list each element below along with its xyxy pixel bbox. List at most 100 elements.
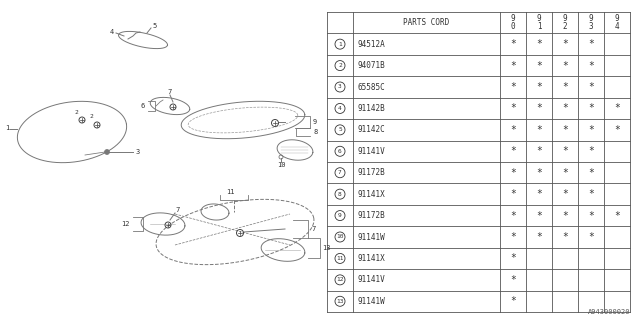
Text: 2: 2 xyxy=(74,109,78,115)
Text: 91141V: 91141V xyxy=(357,147,385,156)
Text: 13: 13 xyxy=(322,245,330,251)
Text: *: * xyxy=(588,60,594,71)
Text: 91172B: 91172B xyxy=(357,211,385,220)
Text: 65585C: 65585C xyxy=(357,83,385,92)
Text: 11: 11 xyxy=(226,189,234,195)
Text: *: * xyxy=(562,60,568,71)
Text: *: * xyxy=(562,103,568,113)
Text: 7: 7 xyxy=(311,226,316,232)
Text: 9: 9 xyxy=(313,119,317,125)
Text: 6: 6 xyxy=(141,103,145,109)
Text: *: * xyxy=(588,146,594,156)
Text: 12: 12 xyxy=(336,277,344,282)
Text: *: * xyxy=(510,60,516,71)
Text: *: * xyxy=(536,189,542,199)
Text: *: * xyxy=(510,296,516,306)
Text: 5: 5 xyxy=(153,23,157,29)
Text: *: * xyxy=(510,275,516,285)
Text: *: * xyxy=(536,168,542,178)
Text: 3: 3 xyxy=(589,22,593,31)
Text: *: * xyxy=(562,125,568,135)
Text: *: * xyxy=(562,211,568,220)
Text: 9: 9 xyxy=(589,14,593,23)
Text: 10: 10 xyxy=(336,235,344,239)
Text: *: * xyxy=(562,39,568,49)
Text: 91142C: 91142C xyxy=(357,125,385,134)
Text: 9: 9 xyxy=(511,14,515,23)
Text: 1: 1 xyxy=(5,125,9,131)
Text: *: * xyxy=(588,82,594,92)
Text: *: * xyxy=(510,232,516,242)
Text: *: * xyxy=(536,82,542,92)
Text: 0: 0 xyxy=(511,22,515,31)
Text: PARTS CORD: PARTS CORD xyxy=(403,18,450,27)
Text: 91141X: 91141X xyxy=(357,254,385,263)
Text: *: * xyxy=(510,211,516,220)
Text: 91172B: 91172B xyxy=(357,168,385,177)
Text: 1: 1 xyxy=(537,22,541,31)
Text: *: * xyxy=(562,146,568,156)
Text: *: * xyxy=(536,232,542,242)
Text: 9: 9 xyxy=(537,14,541,23)
Text: 91141W: 91141W xyxy=(357,297,385,306)
Text: *: * xyxy=(536,60,542,71)
Text: 11: 11 xyxy=(336,256,344,261)
Text: 13: 13 xyxy=(336,299,344,304)
Text: *: * xyxy=(510,103,516,113)
Text: 91141W: 91141W xyxy=(357,233,385,242)
Text: 7: 7 xyxy=(338,170,342,175)
Text: *: * xyxy=(562,168,568,178)
Text: *: * xyxy=(562,189,568,199)
Text: *: * xyxy=(536,125,542,135)
Text: *: * xyxy=(510,189,516,199)
Text: 3: 3 xyxy=(136,149,140,155)
Text: 94071B: 94071B xyxy=(357,61,385,70)
Text: *: * xyxy=(588,125,594,135)
Text: 91141X: 91141X xyxy=(357,190,385,199)
Text: 2: 2 xyxy=(338,63,342,68)
Text: 4: 4 xyxy=(110,29,114,35)
Text: 4: 4 xyxy=(338,106,342,111)
Text: *: * xyxy=(614,125,620,135)
Text: *: * xyxy=(536,103,542,113)
Text: 91142B: 91142B xyxy=(357,104,385,113)
Text: 1: 1 xyxy=(338,42,342,47)
Text: *: * xyxy=(510,253,516,263)
Text: 4: 4 xyxy=(614,22,620,31)
Text: *: * xyxy=(536,39,542,49)
Text: 91141V: 91141V xyxy=(357,275,385,284)
Text: 9: 9 xyxy=(614,14,620,23)
Text: *: * xyxy=(588,39,594,49)
Text: *: * xyxy=(588,211,594,220)
Text: *: * xyxy=(510,146,516,156)
Text: *: * xyxy=(614,211,620,220)
Text: A943000020: A943000020 xyxy=(588,309,630,315)
Text: 2: 2 xyxy=(89,115,93,119)
Text: *: * xyxy=(510,125,516,135)
Text: *: * xyxy=(588,168,594,178)
Text: *: * xyxy=(588,189,594,199)
Text: *: * xyxy=(562,82,568,92)
Text: *: * xyxy=(562,232,568,242)
Text: 9: 9 xyxy=(338,213,342,218)
Text: 8: 8 xyxy=(338,192,342,197)
Text: 7: 7 xyxy=(168,89,172,95)
Text: 12: 12 xyxy=(122,221,130,227)
Text: *: * xyxy=(536,146,542,156)
Text: *: * xyxy=(588,103,594,113)
Text: 9: 9 xyxy=(563,14,567,23)
Text: 7: 7 xyxy=(176,207,180,213)
Text: 94512A: 94512A xyxy=(357,40,385,49)
Text: 3: 3 xyxy=(338,84,342,90)
Text: *: * xyxy=(588,232,594,242)
Text: *: * xyxy=(510,168,516,178)
Text: 2: 2 xyxy=(563,22,567,31)
Text: 5: 5 xyxy=(338,127,342,132)
Text: *: * xyxy=(614,103,620,113)
Text: 6: 6 xyxy=(338,149,342,154)
Circle shape xyxy=(104,149,109,155)
Text: *: * xyxy=(536,211,542,220)
Text: *: * xyxy=(510,39,516,49)
Text: *: * xyxy=(510,82,516,92)
Text: 10: 10 xyxy=(276,162,285,168)
